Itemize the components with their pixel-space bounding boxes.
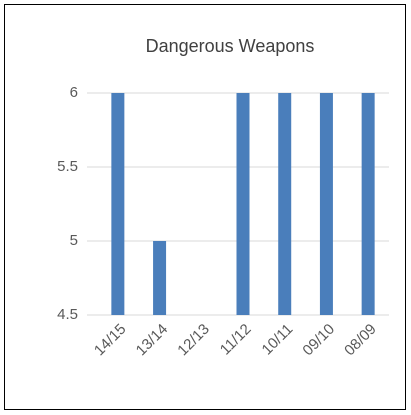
y-tick-label: 6 xyxy=(70,84,78,101)
y-tick-label: 4.5 xyxy=(57,306,78,323)
bar xyxy=(236,93,250,315)
bar xyxy=(319,93,333,315)
bar xyxy=(361,93,375,315)
chart-border xyxy=(4,4,406,410)
bar xyxy=(111,93,125,315)
y-tick-label: 5.5 xyxy=(57,158,78,175)
y-tick-label: 5 xyxy=(70,232,78,249)
bar xyxy=(278,93,292,315)
chart-title: Dangerous Weapons xyxy=(146,36,315,56)
bar xyxy=(153,241,167,315)
